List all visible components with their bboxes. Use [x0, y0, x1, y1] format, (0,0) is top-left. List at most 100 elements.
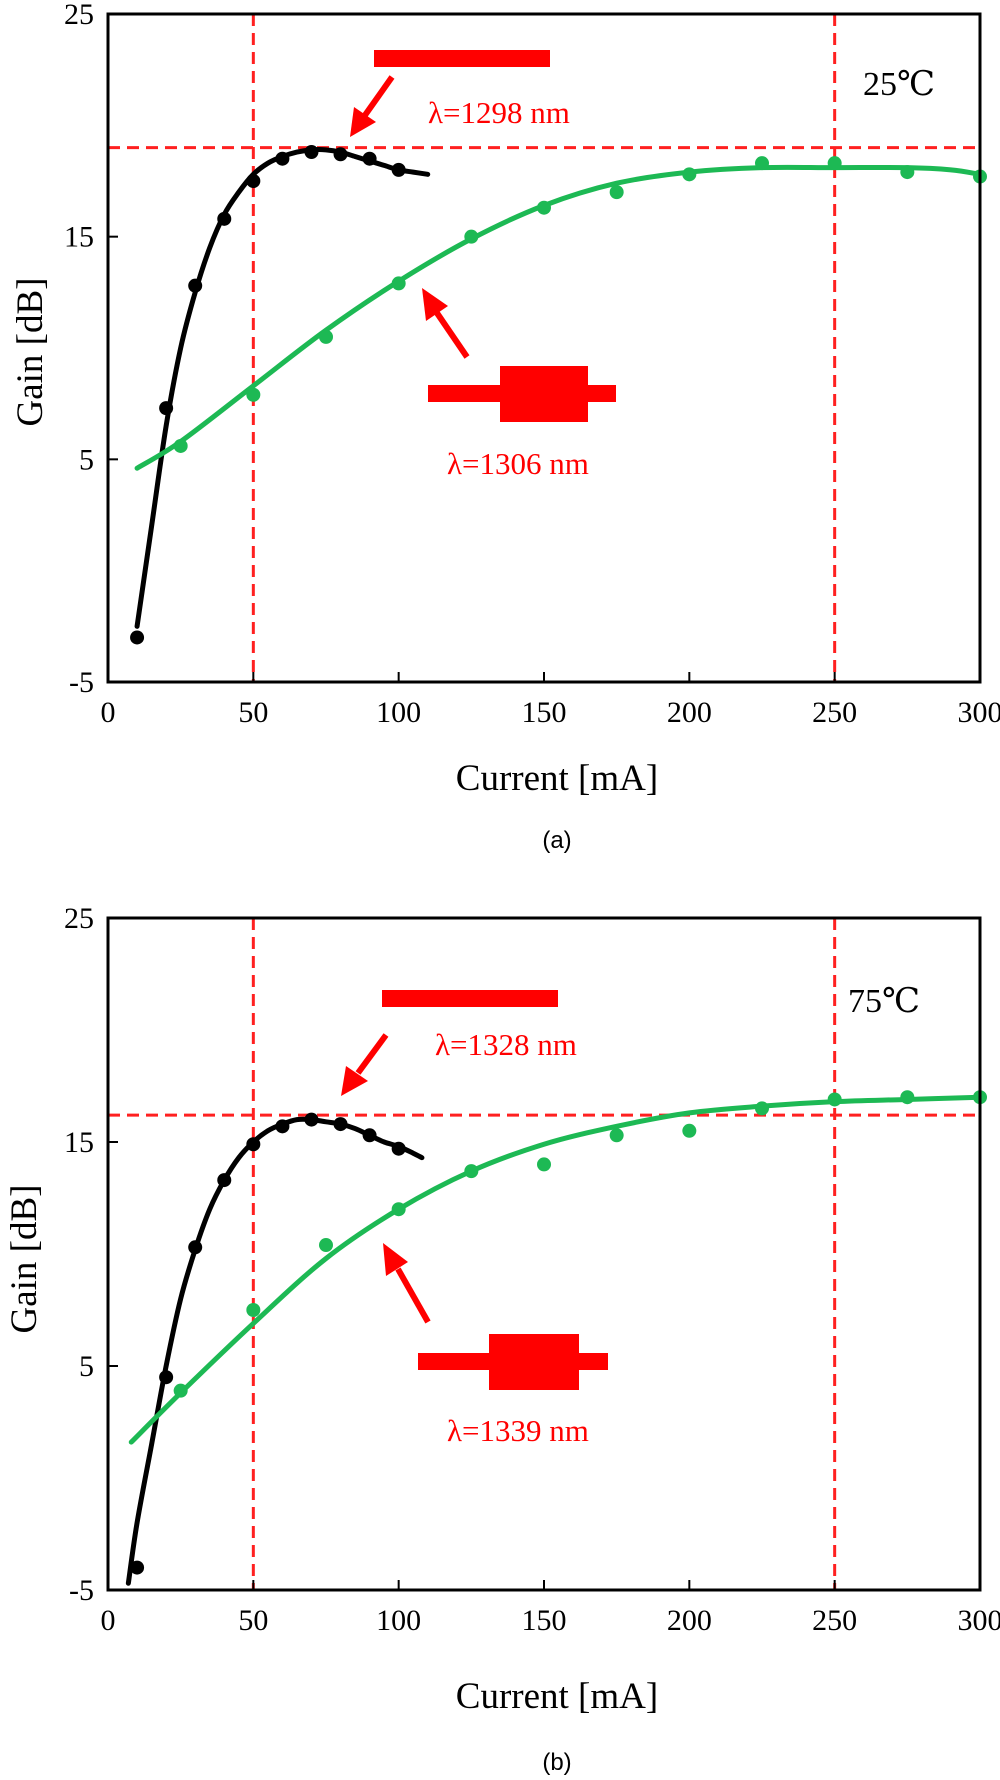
data-point-series-1	[333, 1117, 348, 1132]
tapered-waveguide-icon	[418, 1334, 608, 1390]
arrow-icon	[422, 288, 470, 359]
data-point-series-1	[304, 1112, 319, 1127]
x-tick-labels: 0 50 100 150 200 250 300	[101, 1604, 1000, 1637]
arrow-icon	[341, 1033, 389, 1096]
y-tick-label: 5	[79, 1350, 94, 1383]
x-tick-label: 100	[376, 696, 421, 729]
data-point-series-1	[217, 211, 232, 226]
data-point-series-1	[217, 1173, 232, 1188]
straight-waveguide-icon	[374, 50, 550, 67]
x-tick-label: 100	[376, 1604, 421, 1637]
x-tick-label: 300	[958, 696, 1000, 729]
y-tick-label: -5	[69, 1574, 94, 1607]
data-point-series-2	[464, 1164, 479, 1179]
y-tick-label: 25	[64, 902, 94, 935]
x-tick-labels: 0 50 100 150 200 250 300	[101, 696, 1000, 729]
temperature-label: 25℃	[863, 66, 935, 103]
fit-curve-series-2	[128, 1094, 983, 1445]
data-point-series-2	[319, 1238, 333, 1253]
x-tick-label: 0	[101, 696, 116, 729]
data-point-series-2	[900, 1090, 915, 1105]
y-tick-label: -5	[69, 666, 94, 699]
data-point-series-1	[304, 145, 319, 160]
reference-lines	[108, 918, 980, 1590]
x-tick-label: 0	[101, 1604, 116, 1637]
arrow-icon	[350, 75, 395, 137]
data-point-series-2	[537, 1157, 551, 1172]
x-tick-label: 200	[667, 1604, 712, 1637]
axis-ticks	[107, 13, 981, 683]
arrow-icon	[383, 1243, 431, 1324]
y-tick-labels: -5 5 15 25	[64, 0, 94, 699]
x-tick-label: 150	[522, 1604, 567, 1637]
wavelength-label-green: λ=1306 nm	[447, 446, 589, 481]
chart-panel-a: 0 50 100 150 200 250 300 -5 5 15 25 25℃ λ=1298 nm…	[10, 0, 1000, 854]
y-tick-label: 15	[64, 1126, 94, 1159]
data-point-series-2	[755, 156, 769, 171]
data-point-series-2	[246, 1303, 261, 1317]
data-point-series-2	[755, 1101, 769, 1116]
y-tick-label: 5	[79, 443, 94, 476]
x-axis-title: Current [mA]	[456, 1676, 658, 1717]
y-tick-label: 15	[64, 221, 94, 254]
panel-label: (b)	[542, 1749, 571, 1776]
x-tick-label: 50	[238, 696, 268, 729]
data-point-series-1	[159, 401, 174, 416]
y-axis-title: Gain [dB]	[4, 1185, 45, 1334]
x-axis-title: Current [mA]	[456, 758, 658, 799]
tapered-waveguide-icon	[428, 366, 616, 422]
data-point-series-1	[246, 174, 261, 188]
data-point-series-2	[464, 229, 479, 244]
x-tick-label: 250	[812, 1604, 857, 1637]
data-point-series-2	[827, 1092, 842, 1107]
data-point-series-1	[275, 1119, 290, 1134]
data-point-series-2	[682, 167, 697, 182]
data-point-series-1	[362, 151, 377, 166]
reference-lines	[108, 14, 980, 682]
data-point-series-2	[827, 156, 842, 171]
chart-panel-b: 0 50 100 150 200 250 300 -5 5 15 25 75℃ λ=1328 nm…	[4, 902, 1000, 1776]
fit-curve-series-1	[125, 1116, 425, 1586]
straight-waveguide-icon	[382, 990, 558, 1007]
y-tick-labels: -5 5 15 25	[64, 902, 94, 1607]
data-point-series-1	[333, 147, 348, 162]
axis-ticks	[107, 917, 981, 1591]
data-point-series-1	[391, 162, 406, 177]
wavelength-label-black: λ=1328 nm	[435, 1027, 577, 1062]
fit-curve-series-2	[134, 164, 983, 471]
data-point-series-1	[188, 278, 203, 293]
x-tick-label: 300	[958, 1604, 1000, 1637]
data-point-series-1	[391, 1141, 406, 1156]
data-point-series-2	[391, 1202, 406, 1217]
y-axis-title: Gain [dB]	[10, 278, 51, 427]
data-point-series-2	[391, 276, 406, 291]
data-point-series-2	[173, 1383, 188, 1398]
data-points	[130, 1090, 987, 1575]
data-point-series-2	[609, 185, 624, 200]
y-tick-label: 25	[64, 0, 94, 31]
data-point-series-1	[246, 1137, 261, 1152]
data-point-series-1	[130, 630, 145, 645]
x-tick-label: 150	[522, 696, 567, 729]
data-point-series-2	[246, 387, 261, 402]
data-point-series-2	[173, 438, 188, 453]
data-point-series-1	[275, 151, 290, 166]
fit-curve-series-1	[134, 147, 431, 629]
data-point-series-2	[537, 200, 551, 215]
x-tick-label: 50	[238, 1604, 268, 1637]
data-point-series-2	[319, 329, 333, 344]
data-point-series-2	[609, 1128, 624, 1143]
data-point-series-1	[130, 1560, 145, 1575]
panel-label: (a)	[542, 827, 571, 854]
data-point-series-2	[682, 1123, 697, 1138]
data-point-series-2	[900, 165, 915, 180]
wavelength-label-green: λ=1339 nm	[447, 1413, 589, 1448]
wavelength-label-black: λ=1298 nm	[428, 95, 570, 130]
data-point-series-1	[188, 1240, 203, 1255]
temperature-label: 75℃	[848, 983, 920, 1020]
data-point-series-1	[362, 1128, 377, 1143]
data-point-series-1	[159, 1370, 174, 1385]
x-tick-label: 200	[667, 696, 712, 729]
x-tick-label: 250	[812, 696, 857, 729]
